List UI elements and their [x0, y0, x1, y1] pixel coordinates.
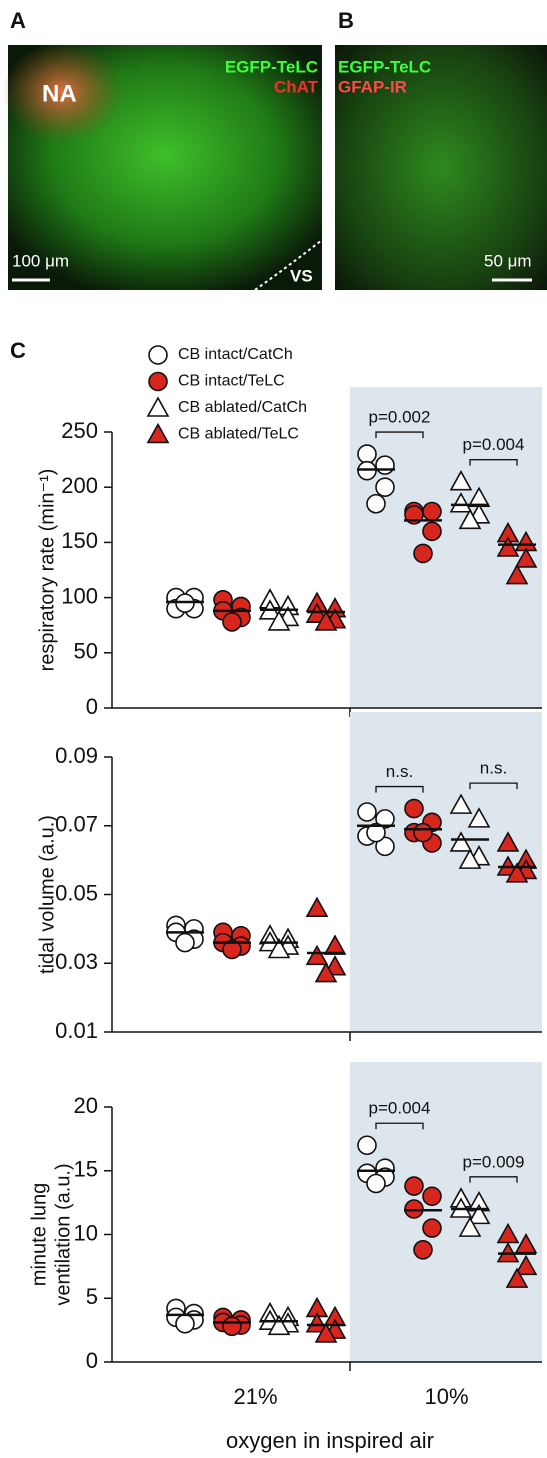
data-point: [358, 445, 376, 463]
data-point: [376, 478, 394, 496]
legend-marker: [148, 398, 168, 416]
data-point: [325, 936, 345, 954]
x-tick-label: 10%: [424, 1384, 468, 1409]
image-text: EGFP-TeLC: [225, 57, 318, 76]
panel-label: B: [338, 8, 354, 33]
data-point: [405, 800, 423, 818]
data-point: [414, 544, 432, 562]
y-axis-label: respiratory rate (min⁻¹): [36, 469, 58, 672]
y-tick-label: 5: [86, 1284, 98, 1309]
data-point: [367, 1175, 385, 1193]
data-point: [223, 1317, 241, 1335]
x-tick-label: 21%: [233, 1384, 277, 1409]
data-point: [414, 824, 432, 842]
data-point: [423, 1219, 441, 1237]
y-tick-label: 50: [74, 639, 98, 664]
y-tick-label: 200: [61, 473, 98, 498]
y-tick-label: 15: [74, 1157, 98, 1182]
annotation: p=0.009: [463, 1152, 525, 1171]
annotation: p=0.004: [369, 1099, 431, 1118]
image-text: 50 μm: [484, 251, 532, 270]
data-point: [423, 1187, 441, 1205]
data-point: [176, 934, 194, 952]
legend-label: CB ablated/CatCh: [178, 399, 307, 416]
figure: A B C NA EGFP-TeLC ChAT 100 μm VS EGFP-T…: [0, 0, 547, 1458]
image-text: 100 μm: [12, 251, 69, 270]
legend-label: CB intact/TeLC: [178, 373, 285, 390]
legend-marker: [149, 346, 167, 364]
data-point: [223, 613, 241, 631]
legend-label: CB ablated/TeLC: [178, 426, 299, 443]
y-tick-label: 0.09: [55, 743, 98, 768]
data-point: [414, 1241, 432, 1259]
y-tick-label: 0.05: [55, 880, 98, 905]
image-text: ChAT: [274, 77, 319, 96]
data-point: [358, 1136, 376, 1154]
annotation: n.s.: [480, 759, 507, 778]
image-text: GFAP-IR: [338, 77, 407, 96]
page: { "panel_labels": ["A", "B", "C"], "imag…: [0, 0, 547, 1458]
y-tick-label: 0.01: [55, 1018, 98, 1043]
image-text: EGFP-TeLC: [338, 57, 431, 76]
y-axis-label: minute lung: [28, 1183, 50, 1286]
data-point: [176, 1315, 194, 1333]
x-axis-label: oxygen in inspired air: [226, 1428, 434, 1453]
panel-label: C: [10, 338, 26, 363]
legend-marker: [149, 373, 167, 391]
y-tick-label: 0: [86, 1348, 98, 1373]
legend-marker: [148, 425, 168, 443]
y-tick-label: 0: [86, 694, 98, 719]
y-tick-label: 150: [61, 528, 98, 553]
data-point: [307, 898, 327, 916]
annotation: p=0.002: [369, 408, 431, 427]
panel-label: A: [10, 8, 26, 33]
data-point: [376, 456, 394, 474]
data-point: [367, 495, 385, 513]
data-point: [423, 502, 441, 520]
y-tick-label: 100: [61, 583, 98, 608]
annotation: p=0.004: [463, 435, 525, 454]
y-tick-label: 250: [61, 418, 98, 443]
data-point: [405, 1200, 423, 1218]
y-axis-label: ventilation (a.u.): [52, 1163, 74, 1305]
y-tick-label: 20: [74, 1093, 98, 1118]
legend-label: CB intact/CatCh: [178, 346, 293, 363]
image-text: NA: [42, 80, 77, 107]
y-tick-label: 10: [74, 1220, 98, 1245]
data-point: [423, 522, 441, 540]
y-tick-label: 0.03: [55, 949, 98, 974]
y-tick-label: 0.07: [55, 812, 98, 837]
data-point: [405, 1177, 423, 1195]
image-text: VS: [290, 266, 313, 285]
y-axis-label: tidal volume (a.u.): [36, 815, 58, 974]
data-point: [358, 803, 376, 821]
data-point: [307, 946, 327, 964]
annotation: n.s.: [386, 762, 413, 781]
